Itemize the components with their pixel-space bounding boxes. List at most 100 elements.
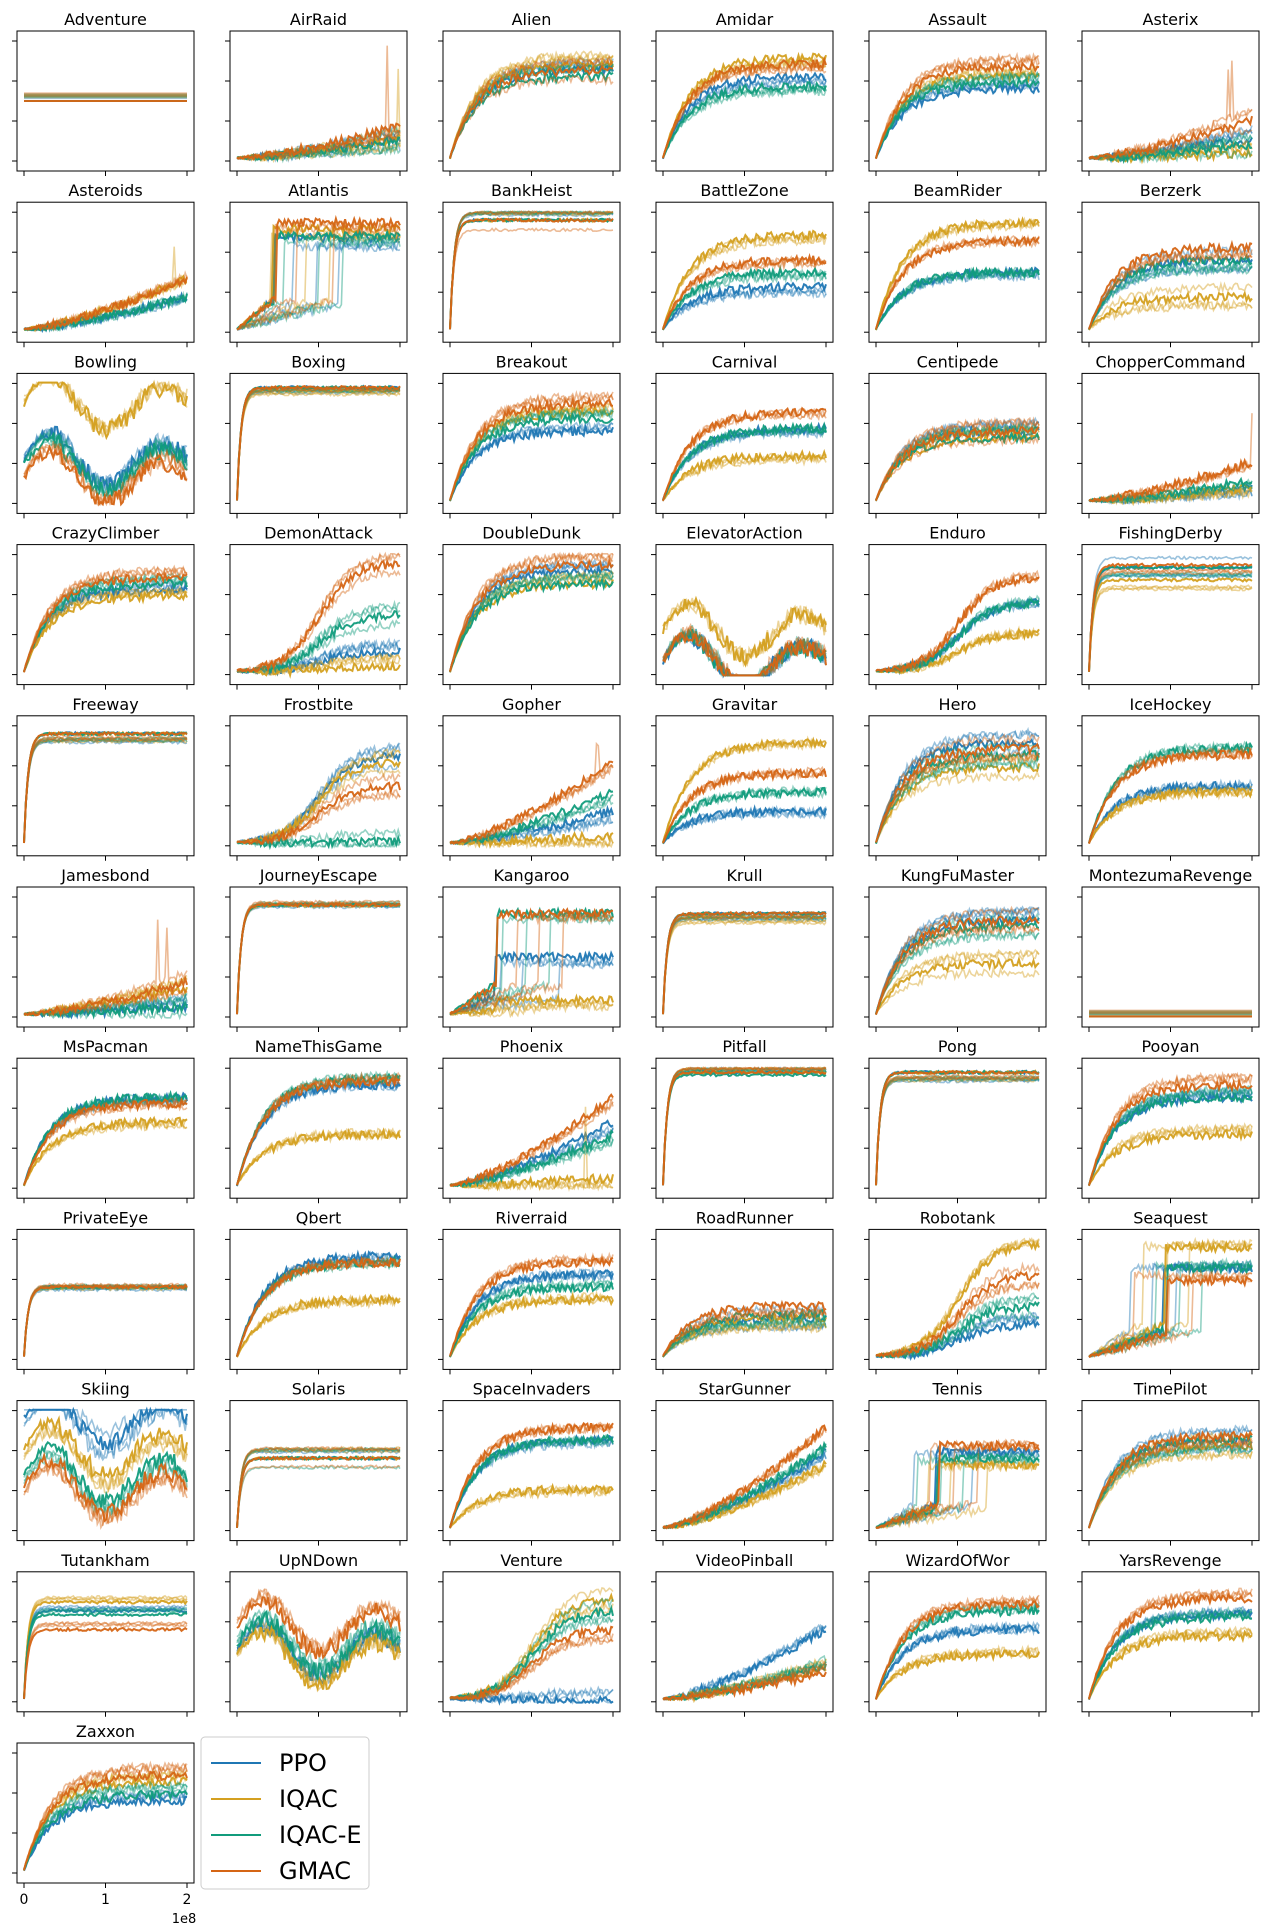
subplot-title: DemonAttack	[264, 524, 373, 543]
series-lines	[236, 551, 401, 679]
series-line-IQAC-E-run	[875, 1077, 1040, 1186]
subplot-title: CrazyClimber	[52, 524, 160, 543]
series-line-PPO-run	[1088, 262, 1253, 330]
series-line-GMAC	[662, 55, 827, 159]
subplot-JourneyEscape: JourneyEscape	[225, 866, 408, 1032]
series-lines	[449, 390, 614, 502]
subplot-BeamRider: BeamRider	[864, 181, 1047, 348]
series-line-IQAC-run	[875, 966, 1040, 1015]
series-line-PPO-run	[875, 1075, 1040, 1186]
series-line-IQAC-run	[236, 1295, 401, 1357]
series-line-IQAC-E	[236, 610, 401, 675]
subplot-BankHeist: BankHeist	[438, 181, 621, 348]
series-line-IQAC-run	[662, 1066, 827, 1186]
series-lines	[23, 1089, 188, 1187]
series-line-GMAC	[449, 1421, 614, 1529]
series-line-GMAC-run	[875, 51, 1040, 159]
subplot-frame	[1081, 1228, 1260, 1370]
series-line-IQAC-E-run	[876, 596, 1040, 673]
series-line-PPO	[449, 950, 614, 1016]
series-line-IQAC	[662, 229, 827, 330]
series-line-IQAC-E-run	[236, 1446, 401, 1528]
series-lines	[236, 1249, 401, 1358]
subplot-title: YarsRevenge	[1119, 1551, 1222, 1570]
series-line-IQAC	[875, 955, 1040, 1015]
series-line-IQAC-run	[662, 1067, 827, 1186]
series-line-IQAC	[875, 627, 1040, 675]
subplot-YarsRevenge: YarsRevenge	[1077, 1551, 1260, 1717]
subplot-title: WizardOfWor	[905, 1551, 1009, 1570]
series-line-IQAC-E-run	[23, 1606, 188, 1700]
subplot-frame	[868, 886, 1047, 1028]
series-line-GMAC-run	[236, 1255, 401, 1356]
series-line-IQAC-E	[662, 80, 827, 159]
series-line-GMAC	[875, 742, 1040, 843]
series-line-IQAC-E	[23, 730, 188, 843]
series-line-IQAC	[236, 902, 401, 1015]
series-line-GMAC-run	[23, 442, 188, 506]
series-line-GMAC	[875, 1271, 1040, 1359]
series-line-PPO-run	[236, 239, 401, 331]
series-line-GMAC-run	[875, 1280, 1040, 1358]
series-line-PPO-run	[662, 286, 827, 330]
subplot-PrivateEye: PrivateEye	[12, 1208, 195, 1375]
x-tick-label: 0	[20, 1892, 29, 1908]
series-line-IQAC	[449, 1292, 614, 1358]
series-line-GMAC-run	[449, 1101, 614, 1187]
series-line-PPO-run	[1088, 572, 1253, 672]
series-line-GMAC	[236, 1076, 401, 1186]
series-line-IQAC-E	[875, 1300, 1040, 1360]
series-line-IQAC-run	[1088, 1450, 1253, 1528]
series-line-GMAC-run	[662, 61, 827, 158]
series-line-IQAC-E-run	[1088, 573, 1253, 672]
subplot-title: Tennis	[932, 1380, 983, 1399]
series-lines	[23, 1406, 188, 1531]
series-line-IQAC	[875, 1647, 1040, 1700]
subplot-title: Alien	[512, 10, 552, 29]
subplot-frame	[16, 372, 195, 514]
series-line-IQAC-run	[23, 1597, 188, 1699]
subplot-Frostbite: Frostbite	[225, 695, 408, 861]
series-line-IQAC-E-run	[236, 1069, 401, 1185]
series-line-IQAC-run	[23, 737, 188, 843]
series-line-IQAC-run	[449, 998, 614, 1018]
subplot-VideoPinball: VideoPinball	[651, 1551, 834, 1717]
series-line-GMAC-run	[875, 1595, 1040, 1700]
series-line-IQAC-E-run	[23, 572, 188, 672]
subplot-Boxing: Boxing	[225, 352, 408, 519]
series-line-GMAC	[23, 1096, 188, 1186]
series-line-IQAC	[662, 736, 827, 843]
series-line-IQAC-E	[1088, 1611, 1253, 1699]
series-line-PPO	[875, 1318, 1040, 1361]
series-line-IQAC-E	[23, 1284, 188, 1357]
series-line-IQAC-E-run	[662, 913, 827, 1014]
series-line-GMAC	[236, 1455, 401, 1528]
subplot-Gopher: Gopher	[438, 695, 621, 861]
series-line-IQAC-E-run	[1088, 1606, 1252, 1700]
series-line-IQAC-E-run	[236, 235, 401, 331]
series-line-IQAC-E	[23, 1441, 188, 1508]
subplot-frame	[16, 1400, 195, 1542]
subplot-frame	[442, 372, 621, 514]
subplot-title: RoadRunner	[696, 1208, 794, 1227]
series-line-IQAC-run	[662, 454, 827, 501]
series-lines	[23, 1282, 188, 1357]
series-line-PPO-run	[236, 1448, 401, 1528]
series-line-IQAC	[23, 730, 188, 843]
series-line-PPO-run	[23, 1284, 188, 1357]
subplot-frame	[16, 201, 195, 343]
subplot-title: Carnival	[712, 352, 778, 371]
x-tick-label: 1	[101, 1892, 110, 1908]
series-line-PPO	[23, 1284, 188, 1357]
series-line-PPO-run	[23, 1605, 188, 1699]
series-line-GMAC-run	[449, 1422, 614, 1529]
series-line-IQAC-E-run	[23, 1781, 188, 1870]
series-line-GMAC-run	[1088, 413, 1253, 503]
series-line-GMAC-run	[662, 914, 827, 1014]
series-line-GMAC-run	[1088, 1268, 1253, 1358]
series-line-GMAC-run	[23, 1760, 188, 1871]
legend-box	[200, 1736, 370, 1890]
subplot-Qbert: Qbert	[225, 1208, 408, 1375]
subplot-frame	[442, 886, 621, 1028]
series-line-IQAC	[449, 406, 614, 502]
